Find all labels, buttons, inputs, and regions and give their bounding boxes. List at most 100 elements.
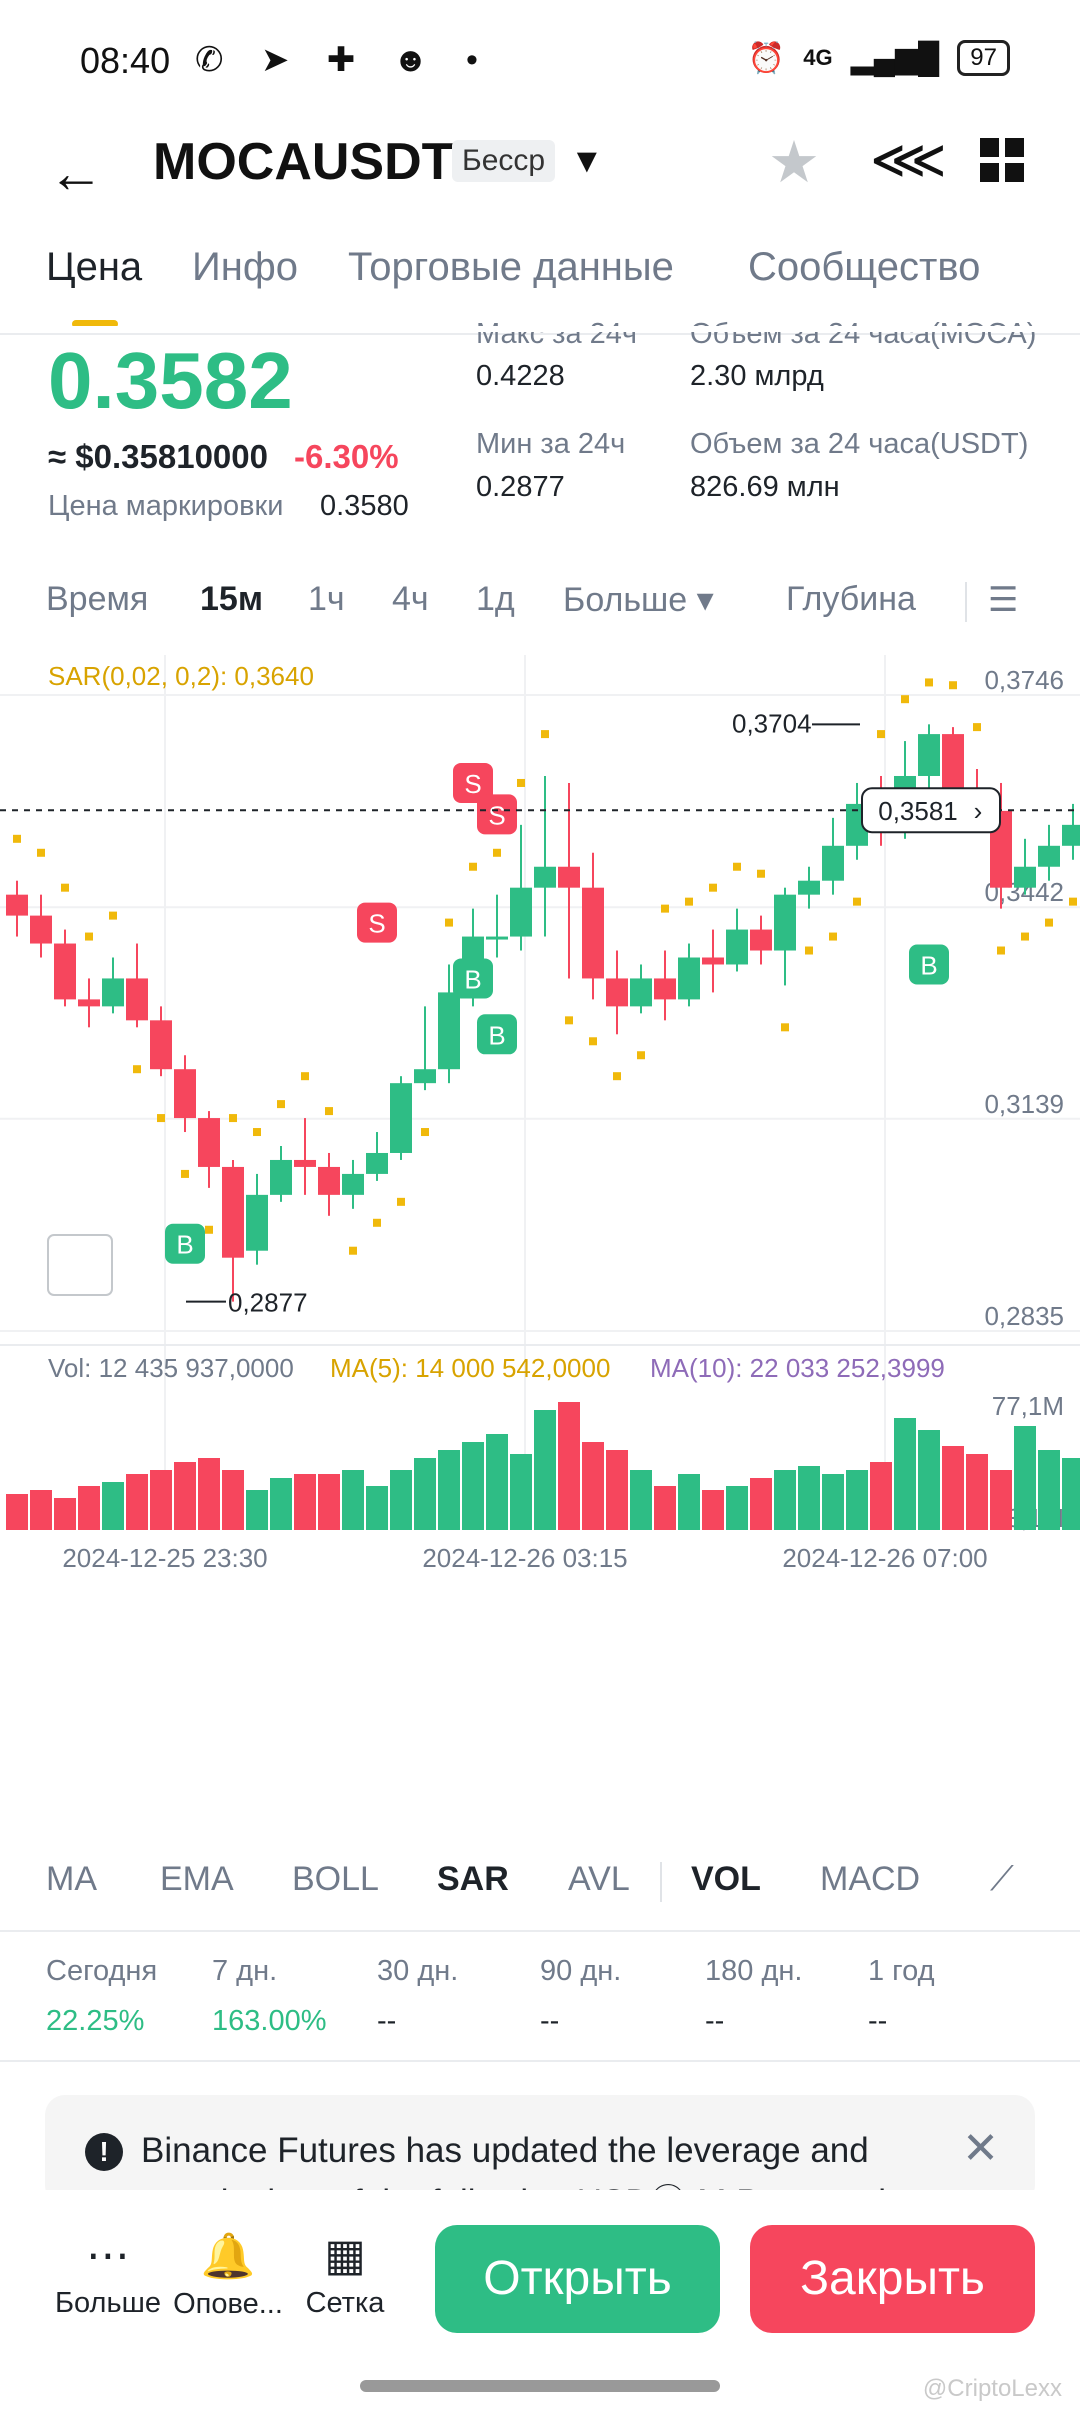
sar-dot: [973, 723, 981, 732]
sar-dot: [133, 1065, 141, 1074]
tab-trading-data[interactable]: Торговые данные: [348, 245, 674, 289]
alerts-button[interactable]: 🔔 Опове...: [168, 2230, 288, 2321]
volume-bar: [414, 1458, 436, 1530]
open-position-button[interactable]: Открыть: [435, 2225, 720, 2333]
volume-bar: [822, 1474, 844, 1530]
perf-value: --: [540, 2005, 560, 2037]
volume-bar: [534, 1410, 556, 1530]
volume-bar: [126, 1474, 148, 1530]
tab-price[interactable]: Цена: [46, 245, 143, 289]
low-marker: 0,2877: [228, 1288, 308, 1318]
home-indicator[interactable]: [360, 2380, 720, 2392]
perf-label: 1 год: [868, 1955, 935, 1987]
grid-button[interactable]: ▦ Сетка: [290, 2230, 400, 2320]
volume-bar: [606, 1450, 628, 1530]
divider: [0, 2060, 1080, 2062]
depth-tab[interactable]: Глубина: [786, 580, 916, 618]
volume-bar: [294, 1474, 316, 1530]
more-icon: ⋯: [86, 2231, 130, 2280]
volume-bar: [846, 1470, 868, 1530]
volume-bar: [342, 1470, 364, 1530]
sar-dot: [805, 946, 813, 955]
ind-ema[interactable]: EMA: [160, 1860, 234, 1898]
sar-dot: [613, 1072, 621, 1081]
sar-dot: [781, 1023, 789, 1032]
candle-body: [1014, 866, 1036, 888]
vol-tick: 77,1M: [992, 1391, 1064, 1421]
buy-signal: [477, 1014, 517, 1055]
volume-bar: [390, 1470, 412, 1530]
ind-macd[interactable]: MACD: [820, 1860, 921, 1898]
tab-info[interactable]: Инфо: [192, 245, 298, 289]
notice-banner[interactable]: ! Binance Futures has updated the levera…: [45, 2095, 1035, 2205]
sar-dot: [637, 1051, 645, 1060]
chevron-down-icon[interactable]: ▼: [570, 142, 604, 180]
volume-bar: [654, 1486, 676, 1530]
y-tick-label: 0,2835: [984, 1301, 1064, 1331]
high-label: Макс за 24ч: [476, 318, 638, 350]
sar-dot: [1069, 897, 1077, 906]
signal-icon: 4G: [803, 45, 833, 70]
pair-title[interactable]: MOCAUSDT: [153, 133, 454, 191]
interval-4h[interactable]: 4ч: [392, 580, 429, 618]
candle-body: [558, 866, 580, 888]
interval-1h[interactable]: 1ч: [308, 580, 345, 618]
grid-menu-icon[interactable]: [980, 138, 1024, 182]
interval-time[interactable]: Время: [46, 580, 149, 618]
ind-vol[interactable]: VOL: [691, 1860, 761, 1898]
candle-body: [78, 999, 100, 1007]
ind-sar[interactable]: SAR: [437, 1860, 509, 1898]
volume-bar: [678, 1474, 700, 1530]
sar-dot: [325, 1107, 333, 1116]
page-tabs: Цена Инфо Торговые данные Сообщество: [0, 245, 1080, 335]
ind-ma[interactable]: MA: [46, 1860, 97, 1898]
volume-bar: [246, 1490, 268, 1530]
perf-value: --: [705, 2005, 725, 2037]
sar-dot: [1021, 932, 1029, 941]
tab-community[interactable]: Сообщество: [748, 245, 981, 289]
candle-body: [726, 929, 748, 965]
buy-signal: [909, 944, 949, 985]
volume-bar: [1014, 1426, 1036, 1530]
volume-bar: [78, 1486, 100, 1530]
ind-boll[interactable]: BOLL: [292, 1860, 379, 1898]
bottom-bar: ⋯ Больше 🔔 Опове... ▦ Сетка Открыть Закр…: [0, 2190, 1080, 2412]
ind-avl[interactable]: AVL: [568, 1860, 630, 1898]
perf-value: --: [868, 2005, 888, 2037]
sar-dot: [229, 1114, 237, 1123]
interval-1d[interactable]: 1д: [476, 580, 515, 618]
volume-bar: [318, 1474, 340, 1530]
sar-dot: [181, 1169, 189, 1178]
sar-dot: [949, 681, 957, 690]
close-position-button[interactable]: Закрыть: [750, 2225, 1035, 2333]
star-icon[interactable]: ★: [768, 130, 820, 195]
candle-body: [222, 1166, 244, 1258]
sar-label: SAR(0,02, 0,2): 0,3640: [48, 661, 314, 691]
vol-quote-value: 826.69 млн: [690, 471, 840, 503]
share-icon[interactable]: ⋘: [870, 130, 947, 190]
current-price-tag: [861, 787, 1001, 834]
perf-label: 30 дн.: [377, 1955, 459, 1987]
x-tick-label: 2024-12-26 07:00: [782, 1543, 987, 1573]
vol-quote-label: Объем за 24 часа(USDT): [690, 428, 1029, 460]
interval-more[interactable]: Больше ▾: [563, 581, 714, 619]
candle-body: [342, 1173, 364, 1195]
candle-body: [582, 887, 604, 979]
sar-dot: [421, 1128, 429, 1137]
candle-body: [126, 978, 148, 1021]
close-icon[interactable]: ✕: [962, 2124, 999, 2173]
candle-body: [174, 1069, 196, 1119]
alerts-label: Опове...: [173, 2288, 283, 2320]
more-button[interactable]: ⋯ Больше: [48, 2230, 168, 2320]
sar-dot: [157, 1114, 165, 1123]
contract-tag: Бесср: [452, 140, 556, 182]
interval-15m[interactable]: 15м: [200, 580, 263, 618]
back-arrow-icon[interactable]: ←: [48, 141, 104, 204]
sar-dot: [733, 862, 741, 871]
chart-type-icon[interactable]: ⟋: [990, 1860, 1014, 1898]
sell-signal: [357, 902, 397, 943]
chart-settings-icon[interactable]: ☰: [988, 581, 1019, 619]
candle-body: [942, 734, 964, 797]
indicator-bar: MA EMA BOLL SAR AVL VOL MACD ⟋: [0, 1860, 1080, 1930]
